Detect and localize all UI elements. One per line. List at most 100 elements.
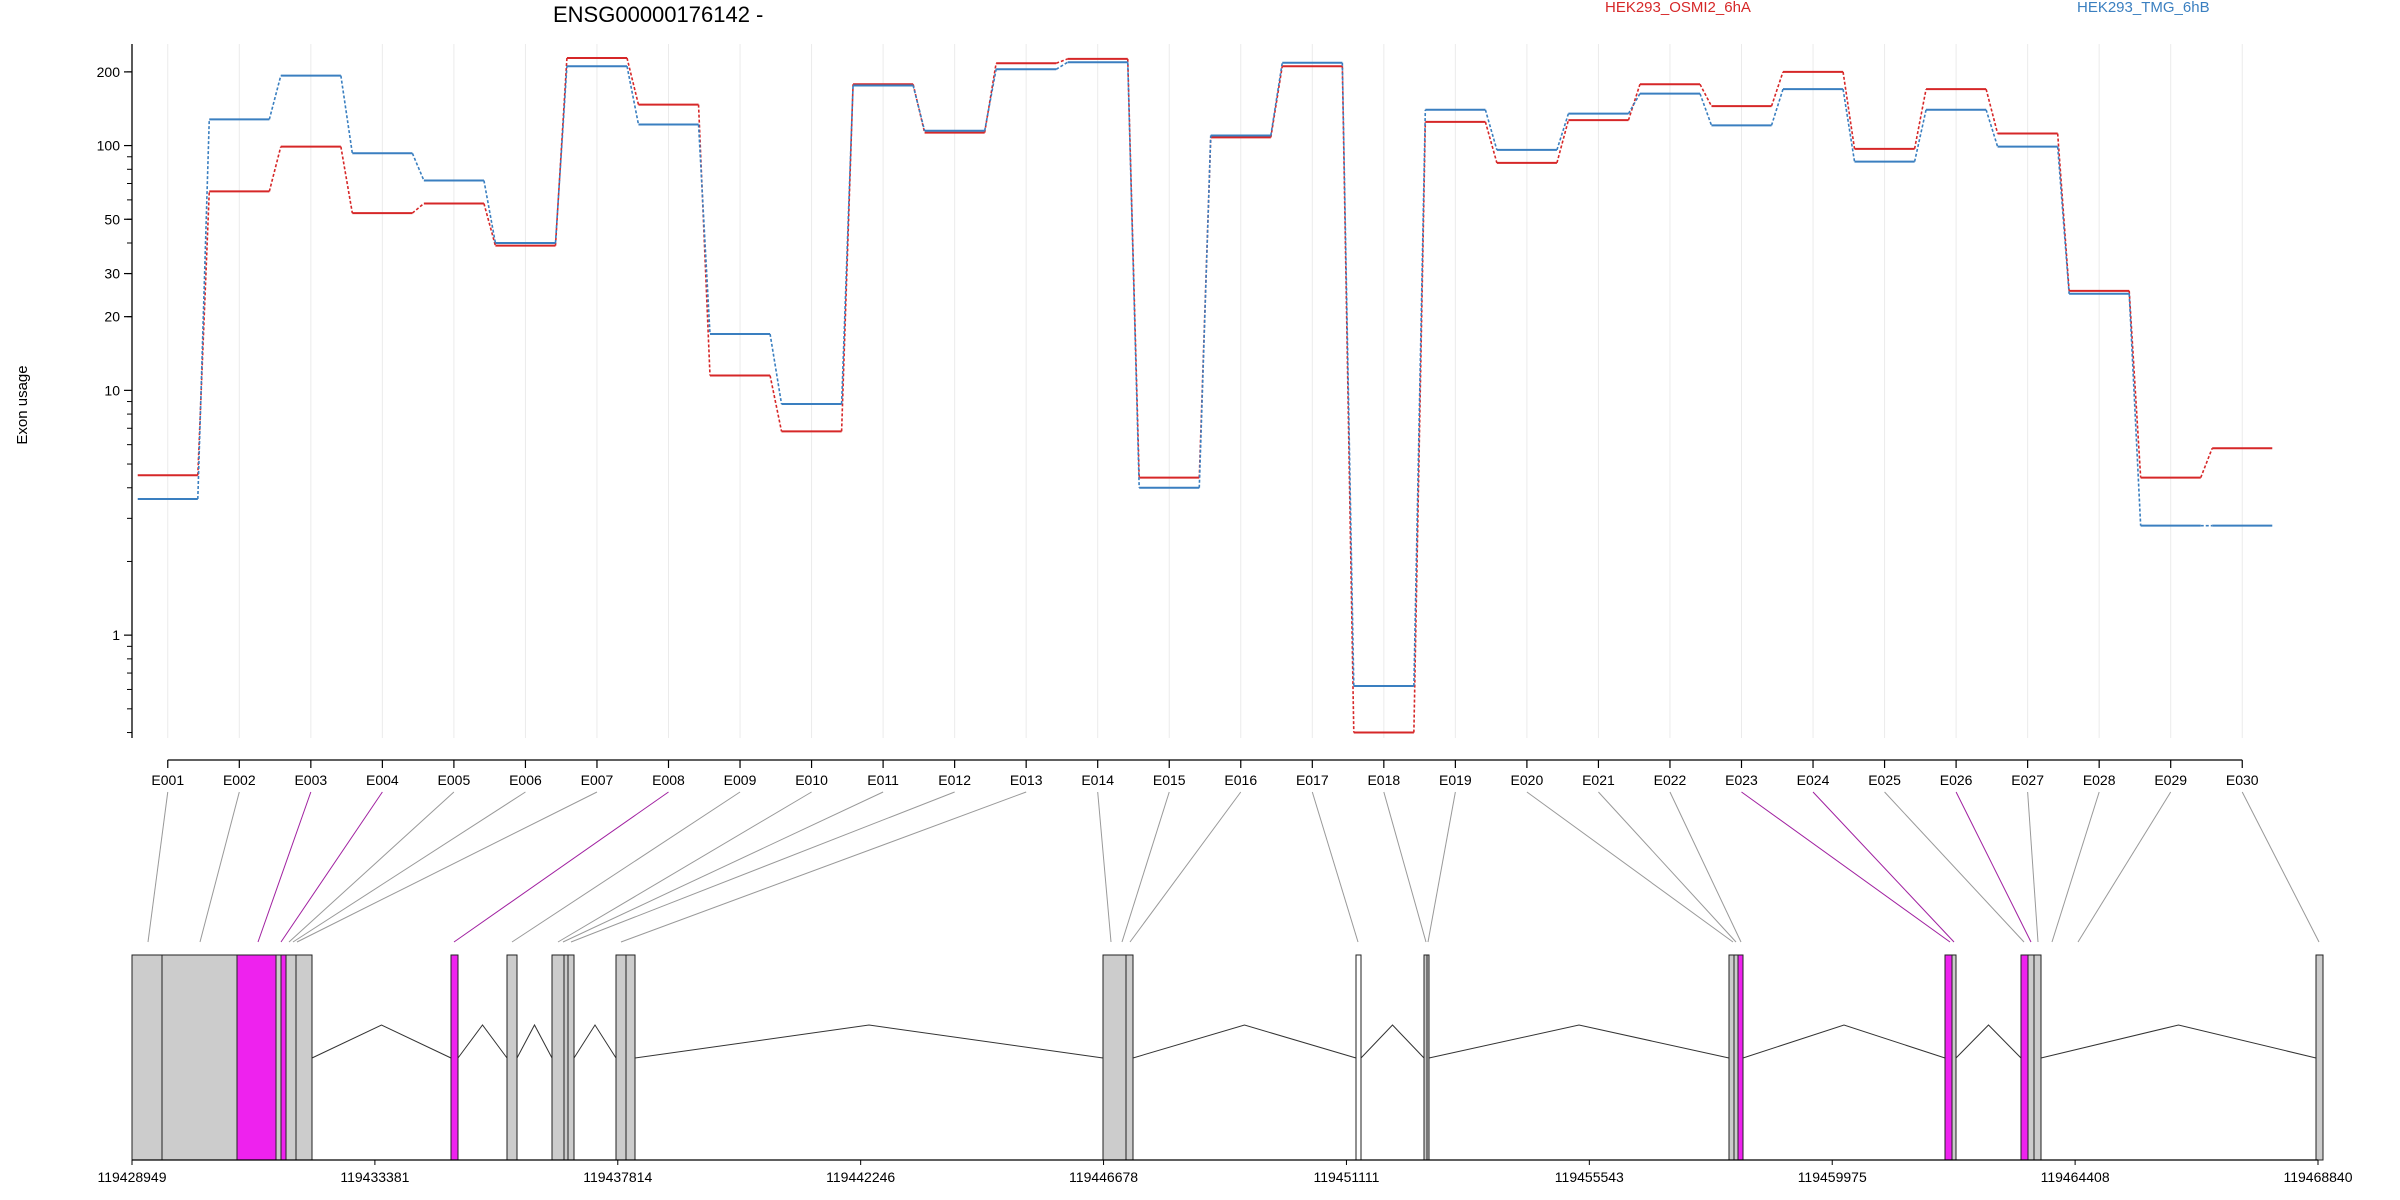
series-connector <box>1699 83 1713 107</box>
series-connector <box>1842 71 1856 149</box>
exon <box>2033 954 2042 1161</box>
exon-connector <box>1669 791 1742 943</box>
coordinate-label: 119446678 <box>1069 1169 1138 1185</box>
y-tick-label: 200 <box>97 64 121 80</box>
series-connector <box>2128 293 2142 526</box>
x-tick-label: E009 <box>724 772 757 788</box>
series-connector <box>1913 89 1927 149</box>
x-tick-label: E027 <box>2011 772 2044 788</box>
exon-connector <box>620 791 1027 943</box>
series-connector <box>483 203 497 246</box>
exon-connector <box>1121 791 1170 943</box>
x-tick-label: E004 <box>366 772 399 788</box>
series-connector <box>1055 61 1069 70</box>
series-connector <box>340 75 354 154</box>
y-tick-label: 50 <box>104 211 120 227</box>
exon-connector <box>2051 791 2100 943</box>
intron <box>311 1024 452 1059</box>
exon-connector <box>1097 791 1112 943</box>
coordinate-label: 119464408 <box>2041 1169 2110 1185</box>
x-tick-label: E003 <box>294 772 327 788</box>
series-connector <box>983 69 997 131</box>
exon-connector <box>453 791 669 943</box>
coordinate-label: 119455543 <box>1555 1169 1624 1185</box>
coordinate-label: 119442246 <box>826 1169 895 1185</box>
coordinate-label: 119459975 <box>1798 1169 1867 1185</box>
series-connector <box>1699 93 1713 126</box>
series-connector <box>626 57 640 105</box>
intron <box>1360 1024 1425 1059</box>
series-connector <box>1627 93 1641 115</box>
x-tick-label: E022 <box>1654 772 1687 788</box>
series-connector <box>1556 119 1570 164</box>
exon-connector <box>1884 791 2025 943</box>
series-connector <box>1913 109 1927 162</box>
y-axis-label: Exon usage <box>14 365 31 444</box>
series-connector <box>626 66 640 125</box>
exon-connector-lines <box>147 791 2320 943</box>
series-connector <box>197 119 211 499</box>
series-connector <box>268 146 282 192</box>
series-connector <box>1341 62 1355 686</box>
legend-item-series-a: HEK293_OSMI2_6hA <box>1605 0 1751 16</box>
series-connector <box>1270 62 1284 136</box>
legend-item-series-b: HEK293_TMG_6hB <box>2077 0 2210 16</box>
series-connector <box>1484 121 1498 164</box>
exon <box>551 954 565 1161</box>
exon <box>1728 954 1735 1161</box>
series-connector <box>554 57 568 246</box>
intron <box>1132 1024 1357 1059</box>
series-connector <box>1985 88 1999 134</box>
x-tick-label: E010 <box>795 772 828 788</box>
x-tick-label: E018 <box>1367 772 1400 788</box>
series-connector <box>1126 62 1140 488</box>
exon <box>275 954 282 1161</box>
series-connector <box>2128 290 2142 478</box>
exon-connector <box>1427 791 1456 943</box>
x-tick-label: E001 <box>151 772 184 788</box>
exon-connector <box>296 791 598 943</box>
series-connector <box>268 75 282 120</box>
x-tick-label: E008 <box>652 772 685 788</box>
y-tick-label: 10 <box>104 382 120 398</box>
y-tick-label: 20 <box>104 309 120 325</box>
x-tick-label: E023 <box>1725 772 1758 788</box>
x-tick-label: E014 <box>1081 772 1114 788</box>
series-connector <box>1842 89 1856 162</box>
x-tick-label: E024 <box>1797 772 1830 788</box>
intron <box>1742 1024 1946 1059</box>
x-tick-label: E013 <box>1010 772 1043 788</box>
exon-connector <box>257 791 312 943</box>
series-connector <box>2199 447 2213 478</box>
exon-connector <box>199 791 240 943</box>
x-tick-label: E017 <box>1296 772 1329 788</box>
coordinate-label: 119468840 <box>2283 1169 2352 1185</box>
x-tick-label: E002 <box>223 772 256 788</box>
exon-connector <box>2027 791 2039 943</box>
coordinate-label: 119437814 <box>583 1169 652 1185</box>
series-connector <box>411 152 425 181</box>
x-tick-label: E026 <box>1940 772 1973 788</box>
exon-connector <box>292 791 526 943</box>
series-connector <box>1413 109 1427 686</box>
series-connector <box>1198 135 1212 488</box>
series-connector <box>1270 66 1284 138</box>
exon <box>1125 954 1134 1161</box>
exon-connector <box>1526 791 1734 943</box>
exon <box>1733 954 1739 1161</box>
coordinate-label: 119433381 <box>340 1169 409 1185</box>
exon <box>131 954 163 1161</box>
exon <box>236 954 277 1161</box>
exon-connector <box>1812 791 1955 943</box>
x-tick-label: E016 <box>1224 772 1257 788</box>
x-tick-label: E020 <box>1511 772 1544 788</box>
exon <box>1951 954 1957 1161</box>
exon-connector <box>562 791 884 943</box>
exon <box>1102 954 1127 1161</box>
series-connector <box>483 180 497 244</box>
exon-connector <box>1383 791 1427 943</box>
exon <box>1737 954 1744 1161</box>
series-connector <box>411 202 425 214</box>
x-tick-label: E012 <box>938 772 971 788</box>
